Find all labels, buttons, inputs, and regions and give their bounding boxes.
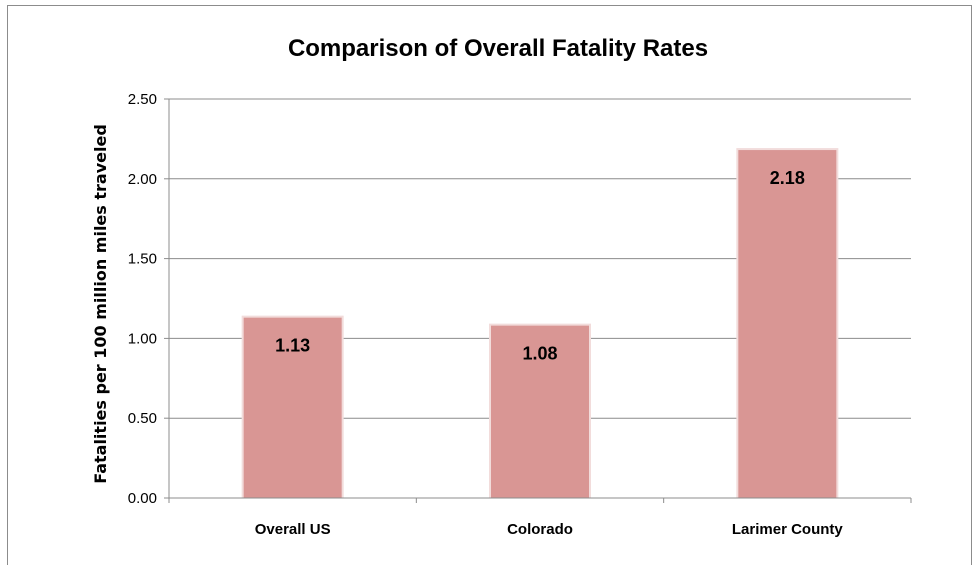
bar-chart: Comparison of Overall Fatality Rates Fat… [91,35,912,538]
bars [241,148,839,498]
category-label: Colorado [507,521,573,538]
bar [491,325,589,498]
y-tick-label: 0.00 [128,490,157,507]
chart-title: Comparison of Overall Fatality Rates [288,35,708,62]
data-label: 1.08 [522,344,557,364]
axes [164,98,912,503]
data-label: 2.18 [770,168,805,188]
y-tick-label: 2.50 [128,91,157,108]
y-tick-label: 1.50 [128,251,157,268]
y-tick-label: 2.00 [128,171,157,188]
category-label: Overall US [255,521,331,538]
category-label: Larimer County [732,521,844,538]
bar [243,317,342,498]
y-tick-label: 0.50 [128,410,157,427]
bar [738,150,837,498]
data-label: 1.13 [275,336,310,356]
chart-frame: Comparison of Overall Fatality Rates Fat… [7,5,972,565]
y-tick-label: 1.00 [128,330,157,347]
y-axis-label: Fatalities per 100 million miles travele… [91,124,110,484]
labels: 0.00 0.50 1.00 1.50 2.00 2.50 1.13 Overall US 1.… [128,91,844,538]
